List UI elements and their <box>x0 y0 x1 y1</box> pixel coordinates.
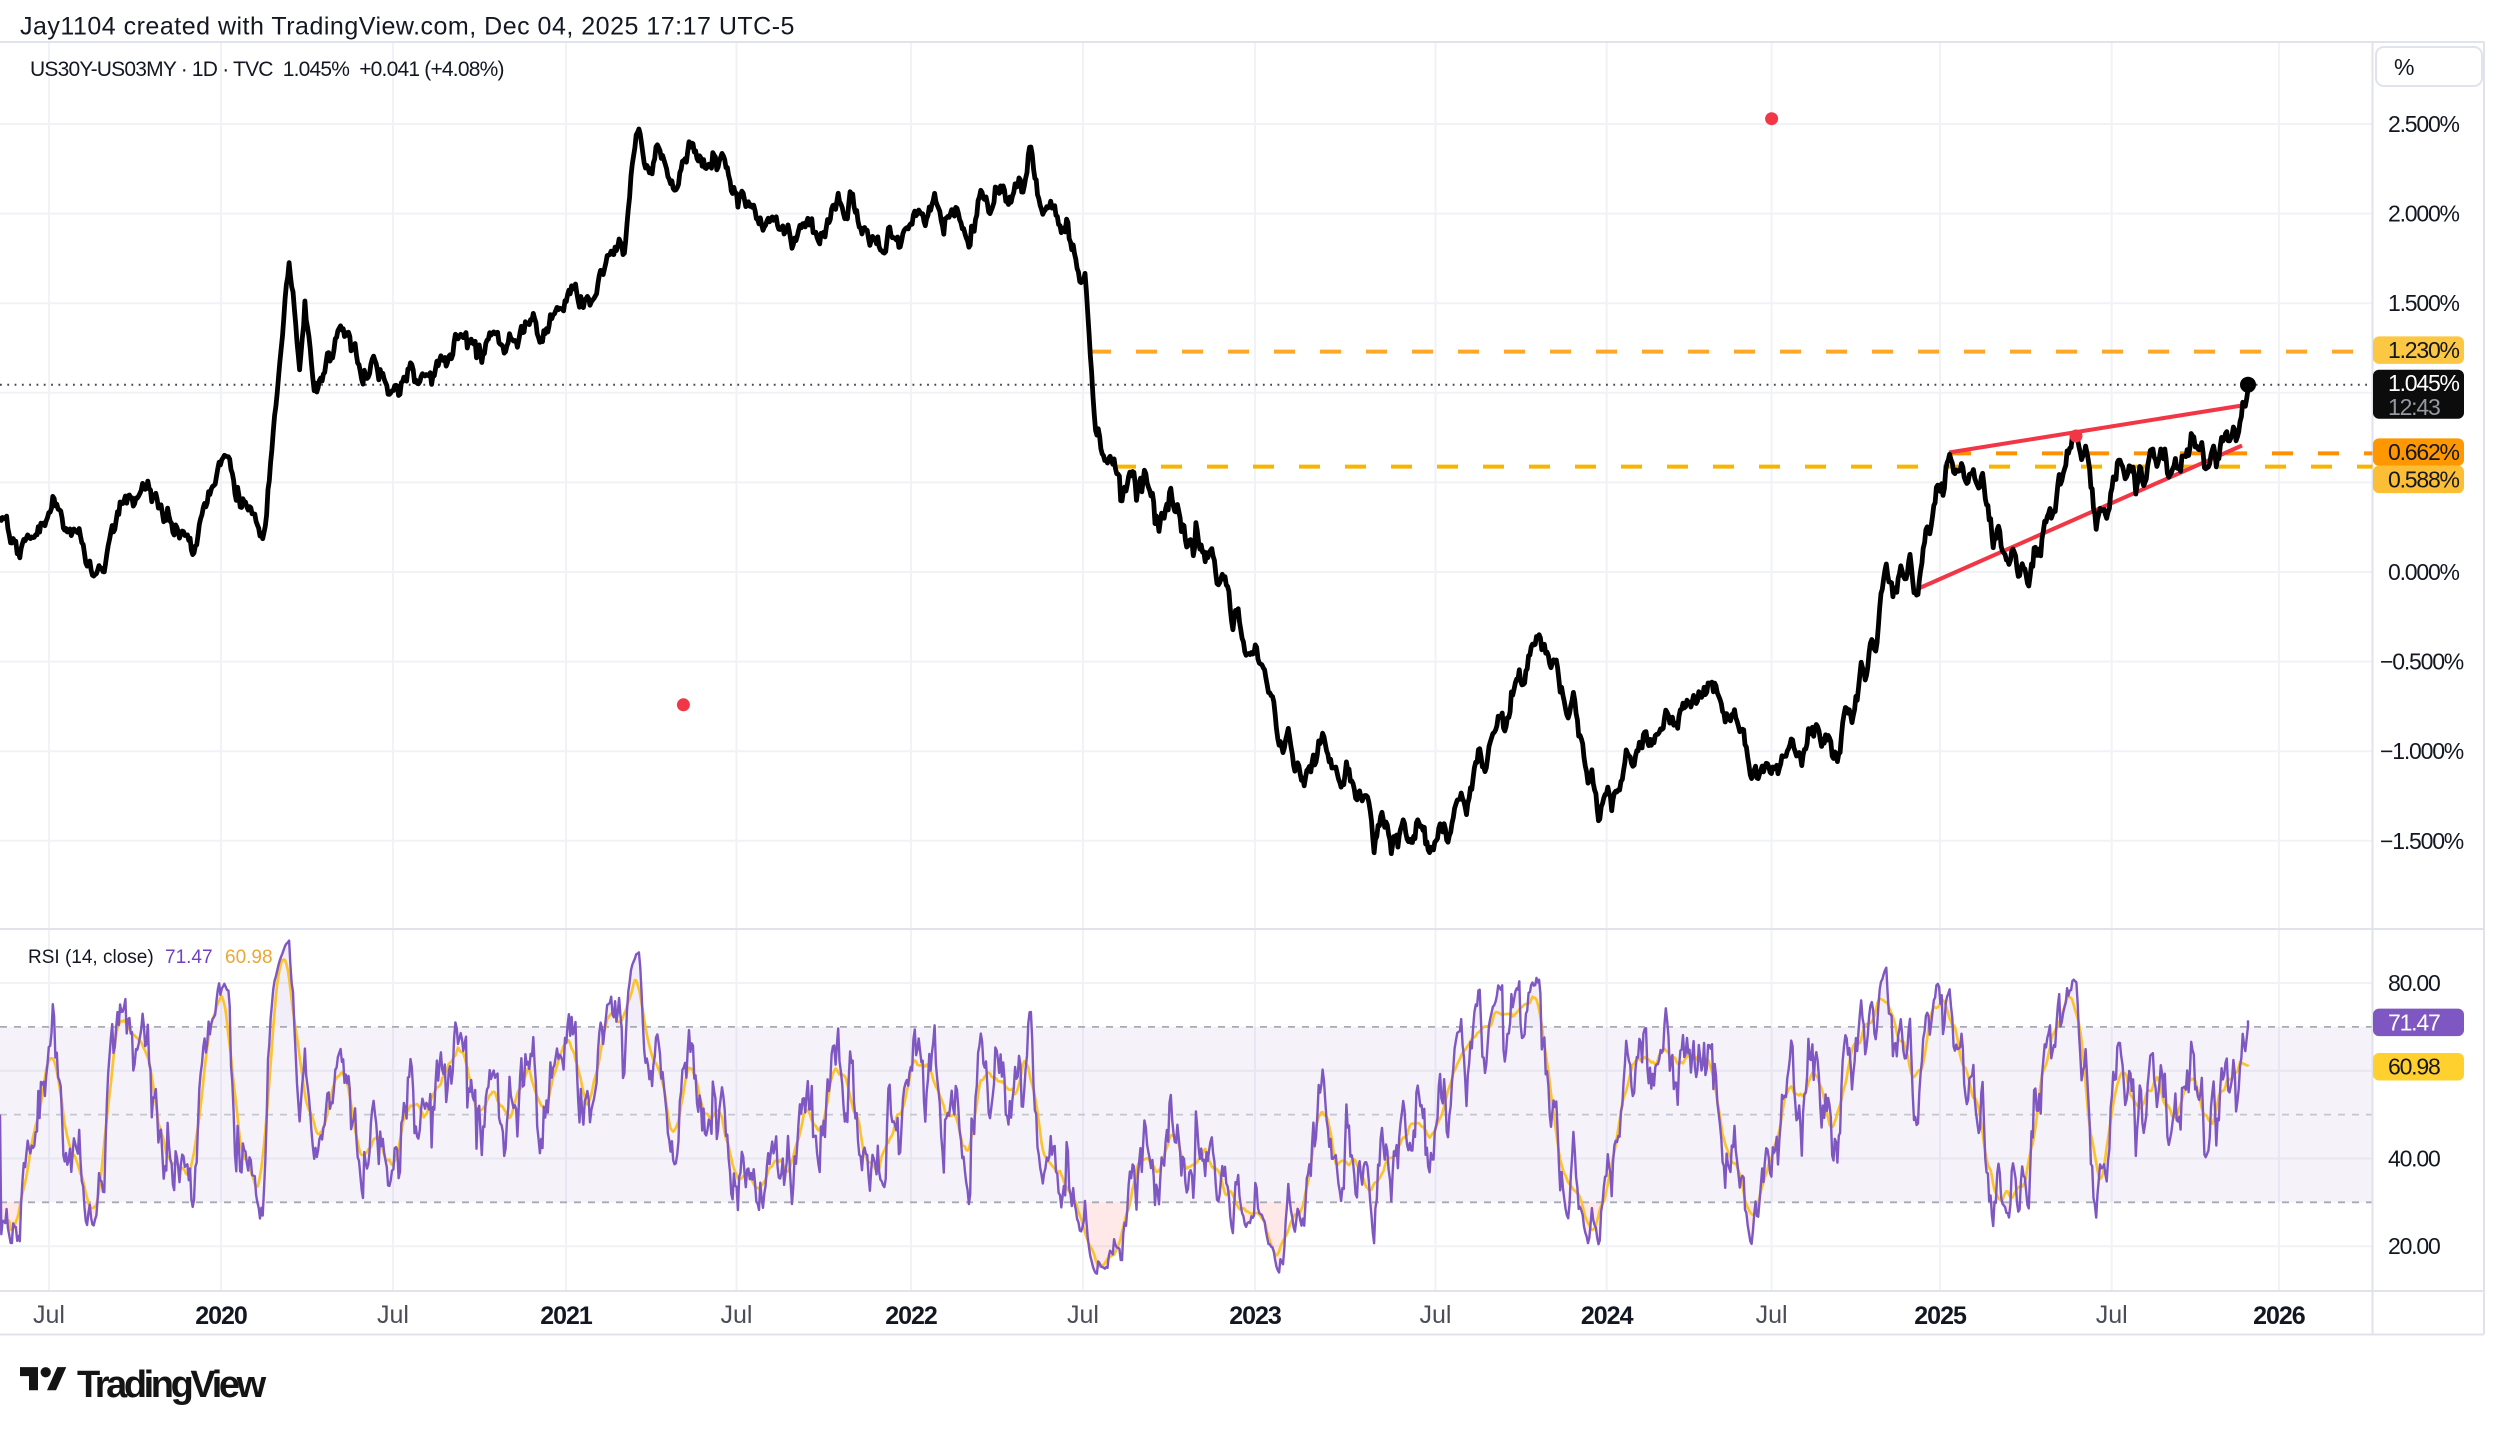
svg-text:Jul: Jul <box>1067 1301 1099 1329</box>
svg-text:71.47: 71.47 <box>165 947 213 968</box>
svg-text:60.98: 60.98 <box>2388 1054 2440 1080</box>
svg-text:60.98: 60.98 <box>225 947 273 968</box>
svg-text:1.230%: 1.230% <box>2388 337 2460 363</box>
svg-text:2025: 2025 <box>1914 1302 1967 1330</box>
svg-text:Jay1104 created with TradingVi: Jay1104 created with TradingView.com, De… <box>20 13 795 41</box>
svg-text:2020: 2020 <box>195 1302 247 1330</box>
svg-text:2024: 2024 <box>1581 1302 1634 1330</box>
svg-text:20.00: 20.00 <box>2388 1233 2440 1259</box>
svg-text:1.500%: 1.500% <box>2388 290 2460 316</box>
svg-text:2.000%: 2.000% <box>2388 201 2460 227</box>
svg-text:1.045%: 1.045% <box>2388 370 2460 396</box>
svg-text:US30Y-US03MY · 1D · TVC 1.045: US30Y-US03MY · 1D · TVC 1.045% +0.041 (+… <box>30 58 504 81</box>
svg-text:Jul: Jul <box>33 1301 65 1329</box>
svg-text:40.00: 40.00 <box>2388 1146 2440 1172</box>
svg-text:0.588%: 0.588% <box>2388 466 2460 492</box>
svg-text:2026: 2026 <box>2253 1302 2305 1330</box>
svg-text:−1.000%: −1.000% <box>2380 738 2464 764</box>
svg-text:2.500%: 2.500% <box>2388 111 2460 137</box>
svg-text:Jul: Jul <box>2096 1301 2128 1329</box>
svg-text:Jul: Jul <box>377 1301 409 1329</box>
svg-text:2021: 2021 <box>540 1302 593 1330</box>
svg-text:Jul: Jul <box>1756 1301 1788 1329</box>
svg-text:−1.500%: −1.500% <box>2380 828 2464 854</box>
svg-text:TradingView: TradingView <box>77 1364 267 1406</box>
svg-text:Jul: Jul <box>1420 1301 1452 1329</box>
svg-text:%: % <box>2394 54 2414 80</box>
svg-text:0.000%: 0.000% <box>2388 559 2460 585</box>
svg-text:0.662%: 0.662% <box>2388 439 2460 465</box>
svg-text:RSI (14, close): RSI (14, close) <box>28 947 154 968</box>
svg-text:71.47: 71.47 <box>2388 1009 2440 1035</box>
svg-text:2023: 2023 <box>1229 1302 1281 1330</box>
svg-text:2022: 2022 <box>885 1302 937 1330</box>
svg-text:80.00: 80.00 <box>2388 970 2440 996</box>
svg-text:Jul: Jul <box>721 1301 753 1329</box>
svg-text:−0.500%: −0.500% <box>2380 649 2464 675</box>
svg-text:12:43: 12:43 <box>2388 394 2440 420</box>
